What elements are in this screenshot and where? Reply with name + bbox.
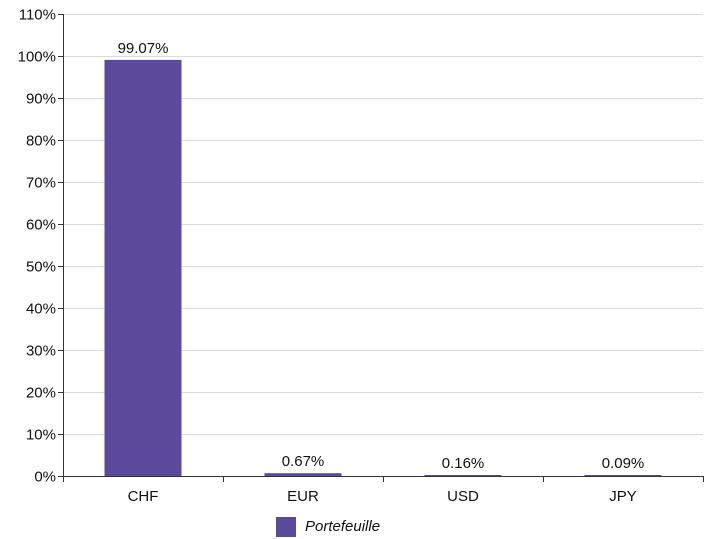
data-label: 0.09% [602, 455, 645, 472]
x-tick-label: EUR [287, 488, 319, 505]
y-tick-label: 70% [26, 175, 56, 192]
x-tick-label: CHF [128, 488, 159, 505]
y-tick-label: 30% [26, 343, 56, 360]
y-tick-label: 0% [34, 469, 56, 486]
y-tick-label: 100% [18, 49, 56, 66]
y-tick-label: 50% [26, 259, 56, 276]
x-tick-label: USD [447, 488, 479, 505]
y-tick-label: 80% [26, 133, 56, 150]
bar [104, 59, 182, 476]
legend-swatch [276, 517, 296, 537]
y-axis: 0% 10% 20% 30% 40% 50% 60% 70% 80% 90% 100% 110% [18, 7, 64, 486]
legend-label: Portefeuille [305, 518, 380, 535]
bar [264, 473, 342, 476]
bar [584, 475, 662, 476]
y-tick-label: 90% [26, 91, 56, 108]
bar [424, 475, 502, 476]
y-tick-label: 40% [26, 301, 56, 318]
x-tick-label: JPY [609, 488, 637, 505]
x-axis: CHF EUR USD JPY [63, 476, 704, 505]
y-tick-label: 10% [26, 427, 56, 444]
legend: Portefeuille [276, 517, 380, 537]
data-label: 0.67% [282, 453, 325, 470]
bars: 99.07% 0.67% 0.16% 0.09% [104, 40, 662, 476]
data-label: 99.07% [118, 40, 169, 57]
y-tick-label: 110% [19, 7, 56, 24]
y-tick-label: 20% [26, 385, 56, 402]
y-tick-label: 60% [26, 217, 56, 234]
data-label: 0.16% [442, 455, 485, 472]
